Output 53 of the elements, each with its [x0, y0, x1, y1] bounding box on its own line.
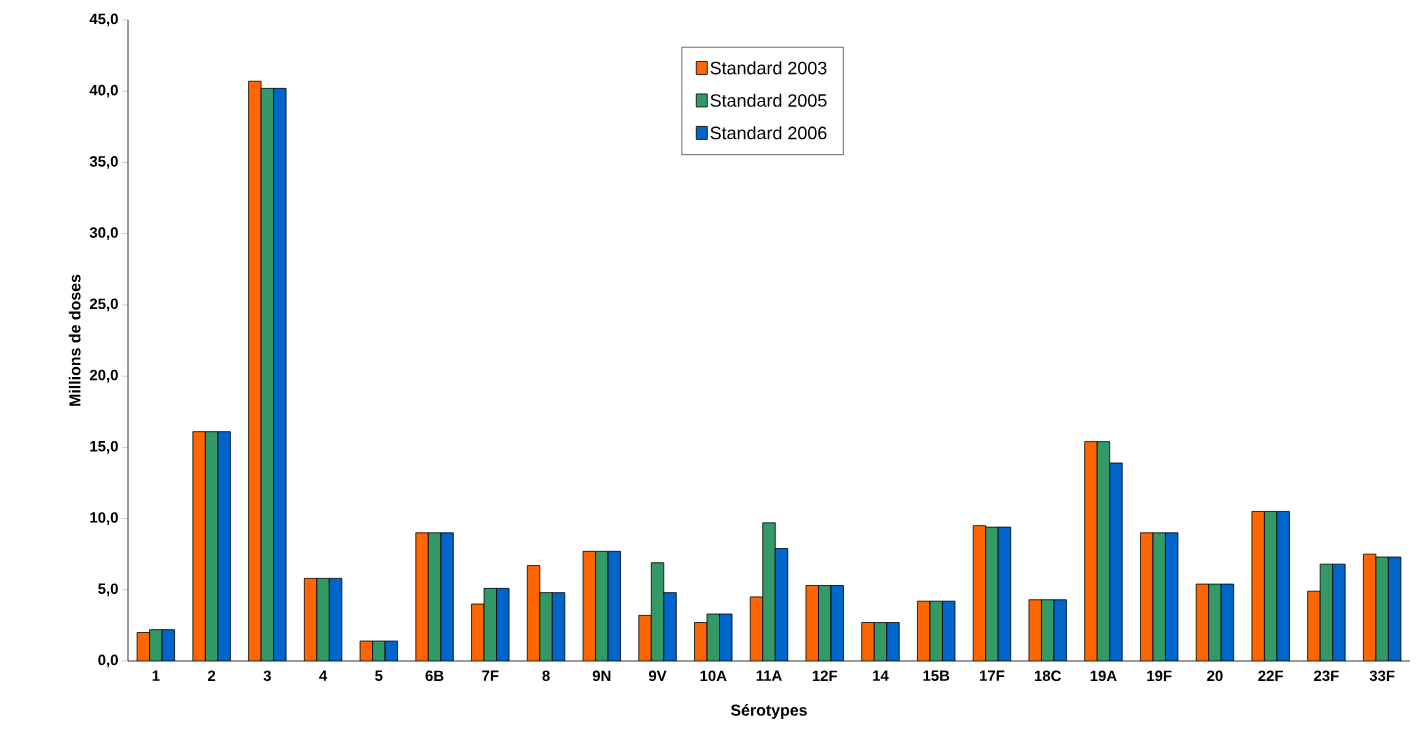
x-tick-label: 18C: [1034, 670, 1061, 682]
x-tick-label: 19A: [1090, 670, 1117, 682]
x-tick-label: 9N: [592, 670, 611, 682]
bar: [886, 622, 900, 661]
bar: [1084, 441, 1098, 661]
x-tick-label: 4: [319, 670, 328, 681]
bar: [985, 527, 999, 661]
x-tick-label: 8: [542, 670, 550, 682]
x-tick-label: 1: [152, 670, 160, 681]
x-tick-label: 10A: [700, 670, 727, 682]
y-tick-label: 15,0: [90, 440, 118, 454]
x-tick-label: 6B: [425, 670, 444, 682]
x-tick-label: 3: [263, 670, 271, 682]
x-tick-label: 20: [1207, 670, 1223, 682]
x-tick-label: 9V: [648, 670, 667, 682]
y-tick-label: 35,0: [89, 156, 118, 169]
bar: [1208, 584, 1222, 661]
y-axis-title: Millions de doses: [68, 274, 81, 406]
y-tick-label: 0,0: [98, 654, 118, 668]
y-tick-label: 10,0: [90, 512, 118, 525]
bar: [1332, 564, 1346, 661]
bar: [440, 532, 454, 661]
y-tick-label: 20,0: [89, 369, 118, 383]
x-tick-label: 2: [207, 670, 216, 681]
x-tick-label: 14: [873, 670, 889, 681]
bar: [316, 578, 330, 661]
y-tick-label: 45,0: [89, 13, 118, 27]
x-tick-label: 5: [375, 670, 383, 681]
x-tick-label: 12F: [812, 670, 838, 681]
x-tick-label: 19F: [1147, 670, 1172, 682]
bar: [1307, 591, 1321, 661]
x-tick-label: 22F: [1258, 670, 1283, 681]
x-axis-title: Sérotypes: [730, 703, 807, 719]
x-tick-label: 33F: [1369, 670, 1395, 682]
bar: [762, 522, 776, 661]
x-tick-label: 11A: [756, 670, 782, 681]
legend-label: Standard 2006: [710, 126, 827, 140]
y-tick-label: 30,0: [89, 227, 118, 241]
bar: [638, 615, 652, 661]
bar: [663, 592, 677, 661]
legend-label: Standard 2003: [710, 61, 827, 75]
y-tick-label: 5,0: [98, 583, 118, 597]
x-tick-label: 23F: [1314, 670, 1339, 682]
bar: [539, 592, 553, 661]
bar: [415, 532, 429, 661]
y-tick-label: 40,0: [89, 84, 118, 98]
x-tick-label: 17F: [980, 670, 1005, 681]
x-tick-label: 15B: [923, 670, 950, 681]
legend-label: Standard 2005: [710, 93, 827, 107]
y-tick-label: 25,0: [89, 298, 118, 312]
bar: [1109, 463, 1123, 661]
bar: [861, 622, 875, 661]
x-tick-label: 7F: [482, 670, 499, 681]
